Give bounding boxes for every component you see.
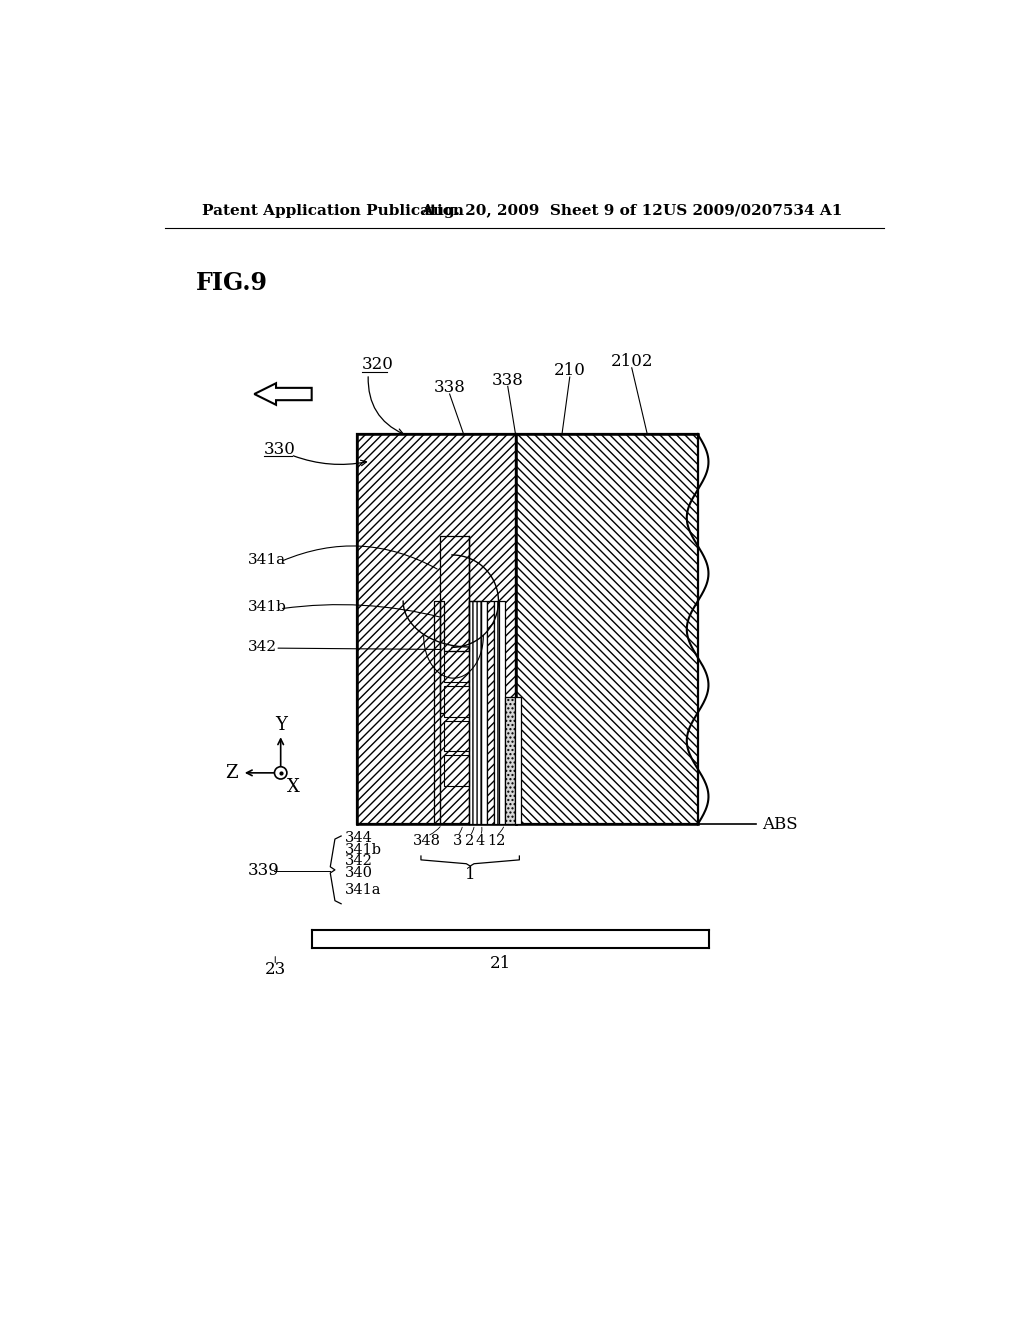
Text: 3: 3 xyxy=(453,834,462,847)
Bar xyxy=(444,755,469,785)
Bar xyxy=(469,601,481,825)
Bar xyxy=(444,651,469,682)
Bar xyxy=(444,721,469,751)
Bar xyxy=(500,601,505,825)
Text: FIG.9: FIG.9 xyxy=(197,271,268,296)
Bar xyxy=(444,755,469,785)
Bar xyxy=(515,434,697,825)
Text: US 2009/0207534 A1: US 2009/0207534 A1 xyxy=(663,203,842,218)
Text: 341b: 341b xyxy=(345,843,382,857)
Text: 2102: 2102 xyxy=(610,354,653,370)
Bar xyxy=(505,697,515,825)
Bar xyxy=(444,686,469,717)
Text: Y: Y xyxy=(274,717,287,734)
Bar xyxy=(439,536,469,713)
Text: 339: 339 xyxy=(248,862,280,879)
Text: 21: 21 xyxy=(489,954,511,972)
Text: 340: 340 xyxy=(345,866,373,880)
Text: 2: 2 xyxy=(465,834,474,847)
Text: 4: 4 xyxy=(476,834,485,847)
Text: ABS: ABS xyxy=(762,816,798,833)
Bar xyxy=(439,536,469,713)
Bar xyxy=(494,601,500,825)
Bar xyxy=(469,601,481,825)
Text: 320: 320 xyxy=(362,356,394,374)
Bar xyxy=(486,601,494,825)
Polygon shape xyxy=(254,383,311,405)
Text: 341b: 341b xyxy=(248,601,287,614)
Text: 1: 1 xyxy=(465,866,476,883)
Bar xyxy=(444,686,469,717)
Text: 23: 23 xyxy=(264,961,286,978)
Text: Aug. 20, 2009  Sheet 9 of 12: Aug. 20, 2009 Sheet 9 of 12 xyxy=(421,203,663,218)
Text: 341a: 341a xyxy=(345,883,382,896)
Text: 330: 330 xyxy=(263,441,296,458)
Text: Patent Application Publication: Patent Application Publication xyxy=(202,203,464,218)
Text: 342: 342 xyxy=(248,640,278,653)
Text: 338: 338 xyxy=(434,379,466,396)
Text: 348: 348 xyxy=(413,834,441,847)
Bar xyxy=(356,434,515,825)
Bar xyxy=(515,697,521,825)
Text: 338: 338 xyxy=(492,372,523,388)
Bar xyxy=(515,434,697,825)
Text: 341a: 341a xyxy=(248,553,287,568)
Text: 344: 344 xyxy=(345,830,373,845)
Text: Z: Z xyxy=(225,764,239,781)
Text: 12: 12 xyxy=(487,834,505,847)
Text: 342: 342 xyxy=(345,854,373,869)
Bar xyxy=(494,601,500,825)
Text: 210: 210 xyxy=(554,363,586,379)
Bar xyxy=(486,601,494,825)
Circle shape xyxy=(274,767,287,779)
Bar xyxy=(505,697,515,825)
Bar xyxy=(356,434,515,825)
Text: X: X xyxy=(287,777,299,796)
Bar xyxy=(444,721,469,751)
Bar xyxy=(481,601,486,825)
Bar xyxy=(444,651,469,682)
